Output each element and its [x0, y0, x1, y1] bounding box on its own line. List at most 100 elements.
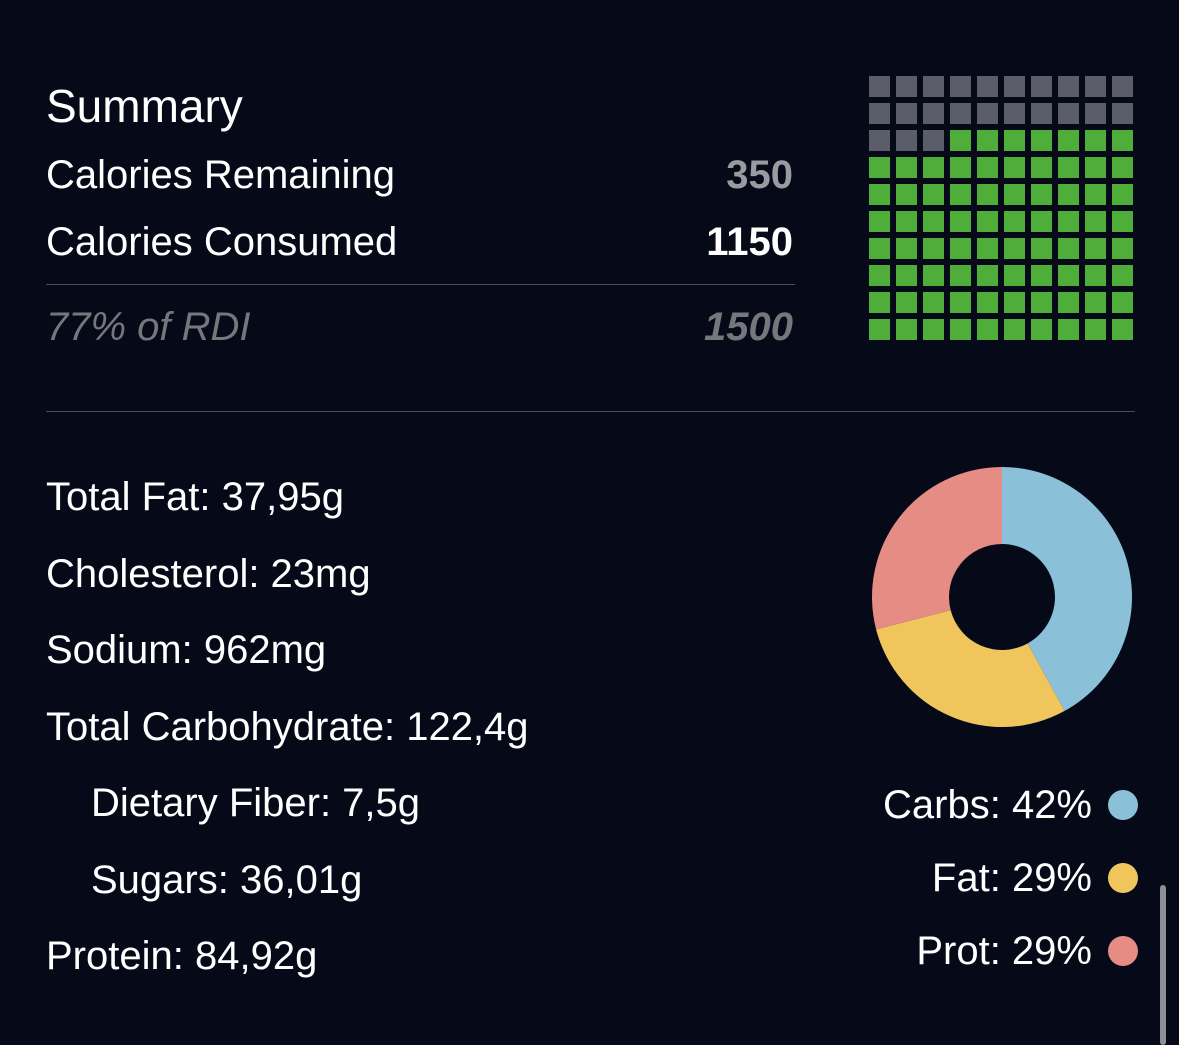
macro-donut-chart	[872, 467, 1132, 727]
waffle-cell-filled	[1112, 130, 1133, 151]
donut-slice-prot	[872, 467, 1002, 630]
sodium-text: Sodium: 962mg	[46, 628, 327, 672]
protein-text: Protein: 84,92g	[46, 934, 318, 978]
waffle-cell-filled	[1085, 319, 1106, 340]
waffle-cell-filled	[977, 238, 998, 259]
waffle-cell-filled	[1085, 157, 1106, 178]
total-fat-text: Total Fat: 37,95g	[46, 475, 344, 519]
waffle-cell-filled	[1004, 265, 1025, 286]
waffle-cell-filled	[1031, 184, 1052, 205]
waffle-cell-filled	[869, 211, 890, 232]
waffle-cell-empty	[1031, 76, 1052, 97]
calorie-waffle-chart	[869, 76, 1135, 342]
waffle-cell-filled	[1085, 211, 1106, 232]
waffle-cell-filled	[1058, 238, 1079, 259]
rdi-value: 1500	[704, 305, 793, 349]
legend-item-prot: Prot: 29%	[916, 926, 1138, 976]
waffle-cell-filled	[1112, 184, 1133, 205]
waffle-cell-filled	[977, 130, 998, 151]
waffle-cell-empty	[1085, 76, 1106, 97]
waffle-cell-empty	[869, 130, 890, 151]
section-divider	[46, 411, 1135, 412]
waffle-cell-filled	[896, 211, 917, 232]
waffle-cell-filled	[1004, 157, 1025, 178]
waffle-cell-empty	[1004, 103, 1025, 124]
waffle-cell-empty	[896, 103, 917, 124]
waffle-cell-filled	[977, 211, 998, 232]
waffle-cell-empty	[1058, 76, 1079, 97]
waffle-cell-empty	[1112, 76, 1133, 97]
waffle-cell-filled	[1112, 265, 1133, 286]
waffle-cell-filled	[923, 157, 944, 178]
waffle-cell-filled	[896, 319, 917, 340]
legend-prot-label: Prot: 29%	[916, 929, 1092, 973]
waffle-cell-filled	[977, 319, 998, 340]
waffle-cell-filled	[950, 319, 971, 340]
waffle-cell-filled	[923, 238, 944, 259]
waffle-cell-filled	[977, 292, 998, 313]
waffle-cell-filled	[869, 292, 890, 313]
waffle-cell-empty	[923, 103, 944, 124]
waffle-cell-filled	[869, 265, 890, 286]
scrollbar[interactable]	[1160, 885, 1166, 1045]
waffle-cell-filled	[1058, 265, 1079, 286]
waffle-cell-empty	[869, 76, 890, 97]
waffle-cell-empty	[1031, 103, 1052, 124]
cholesterol-text: Cholesterol: 23mg	[46, 552, 371, 596]
summary-divider	[46, 284, 795, 285]
donut-slice-fat	[876, 610, 1065, 727]
waffle-cell-empty	[950, 103, 971, 124]
waffle-cell-filled	[1085, 238, 1106, 259]
rdi-percent-label: 77% of RDI	[46, 305, 251, 349]
waffle-cell-filled	[950, 265, 971, 286]
waffle-cell-filled	[950, 211, 971, 232]
waffle-cell-filled	[1031, 130, 1052, 151]
waffle-cell-empty	[896, 130, 917, 151]
waffle-cell-filled	[1031, 292, 1052, 313]
waffle-cell-filled	[1031, 157, 1052, 178]
waffle-cell-filled	[869, 238, 890, 259]
waffle-cell-filled	[1004, 184, 1025, 205]
waffle-cell-filled	[896, 157, 917, 178]
waffle-cell-filled	[869, 319, 890, 340]
waffle-cell-filled	[1004, 319, 1025, 340]
waffle-cell-filled	[1085, 184, 1106, 205]
waffle-cell-filled	[896, 265, 917, 286]
total-carbohydrate-text: Total Carbohydrate: 122,4g	[46, 705, 529, 749]
waffle-cell-filled	[1112, 157, 1133, 178]
waffle-cell-filled	[1058, 184, 1079, 205]
waffle-cell-empty	[1058, 103, 1079, 124]
summary-title: Summary	[46, 80, 243, 132]
waffle-cell-filled	[896, 238, 917, 259]
waffle-cell-empty	[923, 130, 944, 151]
legend-carbs-label: Carbs: 42%	[883, 783, 1092, 827]
waffle-cell-empty	[1085, 103, 1106, 124]
waffle-cell-filled	[950, 184, 971, 205]
waffle-cell-filled	[1085, 292, 1106, 313]
waffle-cell-filled	[896, 292, 917, 313]
waffle-cell-filled	[1058, 211, 1079, 232]
waffle-cell-empty	[1004, 76, 1025, 97]
waffle-cell-filled	[923, 184, 944, 205]
waffle-cell-filled	[1058, 157, 1079, 178]
waffle-cell-filled	[1031, 265, 1052, 286]
donut-slice-carbs	[1002, 467, 1132, 711]
waffle-cell-filled	[1031, 319, 1052, 340]
waffle-cell-empty	[1112, 103, 1133, 124]
waffle-cell-filled	[923, 292, 944, 313]
waffle-cell-filled	[1004, 238, 1025, 259]
waffle-cell-empty	[869, 103, 890, 124]
calories-remaining-label: Calories Remaining	[46, 153, 396, 197]
waffle-cell-filled	[1031, 211, 1052, 232]
waffle-cell-filled	[1112, 211, 1133, 232]
legend-item-carbs: Carbs: 42%	[883, 780, 1138, 830]
waffle-cell-filled	[896, 184, 917, 205]
waffle-cell-filled	[950, 238, 971, 259]
sugars-text: Sugars: 36,01g	[91, 858, 363, 902]
waffle-cell-filled	[1004, 292, 1025, 313]
legend-fat-label: Fat: 29%	[931, 856, 1092, 900]
waffle-cell-filled	[869, 157, 890, 178]
waffle-cell-filled	[923, 211, 944, 232]
waffle-cell-filled	[1031, 238, 1052, 259]
waffle-cell-filled	[1085, 265, 1106, 286]
